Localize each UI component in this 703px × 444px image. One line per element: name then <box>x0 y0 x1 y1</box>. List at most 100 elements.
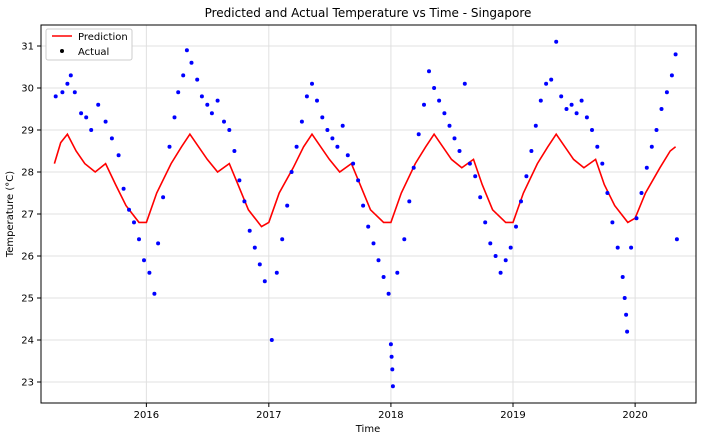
actual-point <box>478 195 483 200</box>
actual-point <box>654 128 659 132</box>
prediction-series <box>53 132 677 228</box>
actual-point <box>669 73 674 78</box>
actual-point <box>559 94 564 99</box>
actual-point <box>407 199 412 204</box>
actual-point <box>508 245 513 250</box>
actual-point <box>427 69 431 74</box>
actual-point <box>437 98 442 103</box>
actual-point <box>402 237 407 242</box>
actual-point <box>72 90 77 95</box>
actual-point <box>274 270 279 275</box>
actual-point <box>53 94 58 99</box>
legend-actual-label: Actual <box>78 47 109 58</box>
legend-prediction-label: Prediction <box>78 32 128 43</box>
actual-point <box>622 296 627 300</box>
actual-point <box>116 153 121 158</box>
actual-point <box>156 241 161 246</box>
actual-point <box>257 262 262 267</box>
x-tick-label: 2019 <box>500 410 525 421</box>
actual-point <box>538 98 543 103</box>
actual-point <box>411 165 416 170</box>
actual-point <box>442 111 447 116</box>
actual-series <box>53 39 679 389</box>
actual-point <box>172 115 177 120</box>
actual-point <box>388 342 393 347</box>
actual-point <box>304 94 309 99</box>
actual-point <box>345 153 350 158</box>
actual-point <box>483 220 488 225</box>
actual-point <box>590 128 594 132</box>
actual-point <box>237 178 242 183</box>
actual-point <box>610 220 615 225</box>
actual-point <box>457 149 462 153</box>
actual-point <box>600 161 605 166</box>
actual-point <box>132 220 136 225</box>
actual-point <box>389 354 394 359</box>
actual-point <box>634 216 639 221</box>
y-axis-label: Temperature (°C) <box>5 171 16 258</box>
y-tick-label: 27 <box>21 210 34 221</box>
actual-point <box>644 165 649 170</box>
actual-point <box>579 98 584 103</box>
actual-point <box>452 136 457 141</box>
y-tick-label: 31 <box>21 42 34 53</box>
actual-point <box>152 291 157 296</box>
actual-point <box>84 115 89 120</box>
actual-point <box>247 228 252 233</box>
actual-point <box>524 174 529 179</box>
actual-point <box>620 275 625 279</box>
actual-point <box>269 338 274 342</box>
y-axis: 23 24 25 26 27 28 29 30 31 <box>21 42 41 389</box>
x-tick-label: 2020 <box>622 410 647 421</box>
actual-point <box>285 203 290 208</box>
actual-point <box>121 186 126 191</box>
y-tick-label: 23 <box>21 378 34 389</box>
actual-point <box>376 258 381 263</box>
actual-point <box>498 270 503 275</box>
actual-point <box>103 119 108 124</box>
actual-point <box>215 98 220 103</box>
actual-point <box>390 384 395 389</box>
actual-point <box>294 144 299 149</box>
actual-point <box>664 90 669 95</box>
actual-point <box>422 102 426 107</box>
x-axis: 2016 2017 2018 2019 2020 <box>134 403 648 421</box>
actual-point <box>137 237 141 242</box>
actual-point <box>161 195 166 200</box>
actual-point <box>232 149 237 153</box>
y-tick-label: 25 <box>21 294 34 305</box>
actual-point <box>381 275 386 279</box>
actual-point <box>351 161 356 166</box>
actual-point <box>340 123 345 128</box>
actual-point <box>549 77 554 82</box>
x-tick-label: 2018 <box>378 410 403 421</box>
actual-point <box>205 102 210 107</box>
actual-point <box>65 81 70 86</box>
x-tick-label: 2017 <box>256 410 281 421</box>
actual-point <box>432 86 437 90</box>
actual-point <box>189 60 194 65</box>
actual-point <box>68 73 73 78</box>
actual-point <box>529 149 534 153</box>
y-tick-label: 29 <box>21 126 34 137</box>
actual-point <box>289 170 294 174</box>
actual-point <box>335 144 340 149</box>
actual-point <box>625 329 630 334</box>
actual-point <box>493 254 498 258</box>
actual-point <box>79 111 84 116</box>
actual-point <box>184 48 189 53</box>
actual-point <box>447 123 452 128</box>
actual-point <box>252 245 257 250</box>
actual-point <box>227 128 232 132</box>
actual-point <box>390 367 395 372</box>
actual-point <box>242 199 247 204</box>
actual-point <box>262 279 267 284</box>
actual-point <box>209 111 214 116</box>
actual-point <box>330 136 335 141</box>
chart-title: Predicted and Actual Temperature vs Time… <box>205 6 532 20</box>
actual-point <box>639 191 644 195</box>
x-tick-label: 2016 <box>134 410 159 421</box>
actual-point <box>416 132 421 137</box>
actual-point <box>320 115 325 120</box>
